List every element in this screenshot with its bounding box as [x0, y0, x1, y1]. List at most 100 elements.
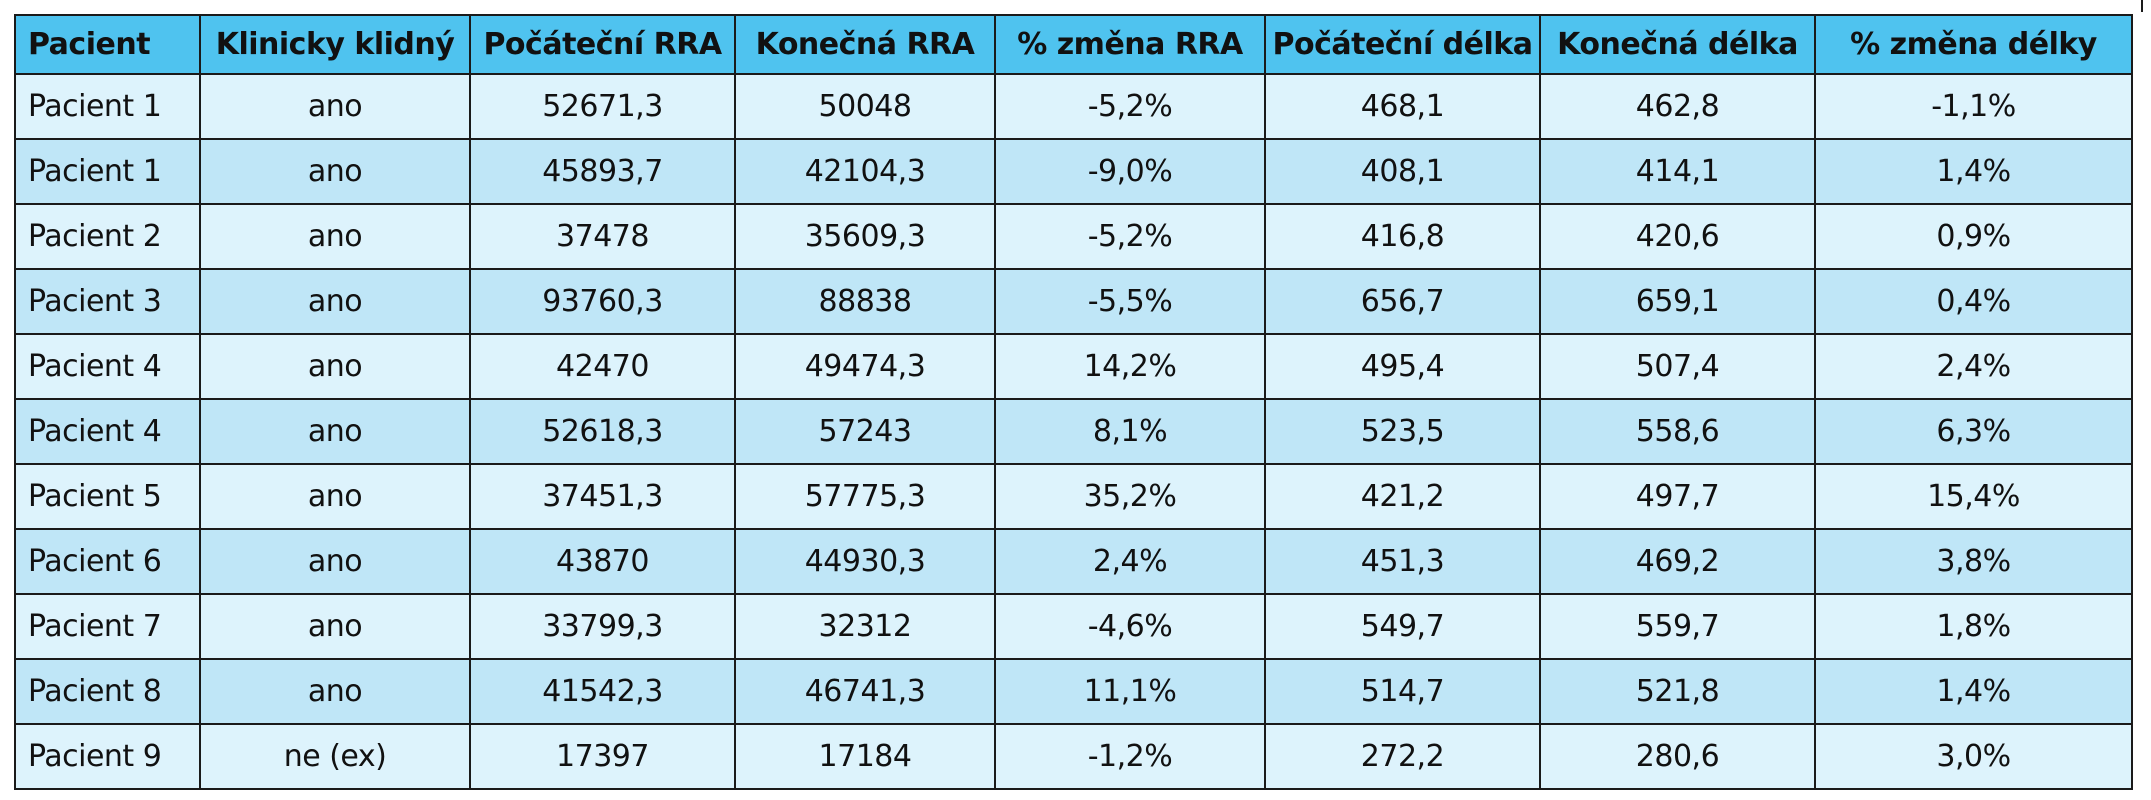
header-pacient: Pacient [14, 14, 201, 75]
cell-konecna-rra: 42104,3 [734, 138, 996, 205]
table-row: Pacient 9 ne (ex) 17397 17184 -1,2% 272,2 280,… [14, 723, 2133, 790]
cell-zmena-rra: -5,2% [994, 203, 1266, 270]
cell-pacient: Pacient 1 [14, 138, 201, 205]
cell-konecna-rra: 49474,3 [734, 333, 996, 400]
cell-zmena-delky: 0,9% [1814, 203, 2133, 270]
cell-zmena-rra: -1,2% [994, 723, 1266, 790]
cell-konecna-delka: 507,4 [1539, 333, 1816, 400]
cell-pocatecni-delka: 421,2 [1264, 463, 1541, 530]
cell-pocatecni-rra: 43870 [469, 528, 736, 595]
cell-klinicky-klidny: ano [199, 593, 471, 660]
cell-pocatecni-delka: 468,1 [1264, 73, 1541, 140]
table-row: Pacient 2 ano 37478 35609,3 -5,2% 416,8 420,6 0… [14, 203, 2133, 270]
cell-zmena-delky: 1,4% [1814, 138, 2133, 205]
cell-zmena-rra: 8,1% [994, 398, 1266, 465]
cell-pocatecni-delka: 451,3 [1264, 528, 1541, 595]
corner-tick-mark [2141, 0, 2143, 12]
cell-klinicky-klidny: ano [199, 73, 471, 140]
cell-klinicky-klidny: ano [199, 463, 471, 530]
cell-zmena-rra: -4,6% [994, 593, 1266, 660]
cell-pocatecni-rra: 42470 [469, 333, 736, 400]
table-row: Pacient 3 ano 93760,3 88838 -5,5% 656,7 659,1 0… [14, 268, 2133, 335]
cell-pocatecni-delka: 656,7 [1264, 268, 1541, 335]
table-row: Pacient 4 ano 42470 49474,3 14,2% 495,4 507,4 2… [14, 333, 2133, 400]
header-zmena-rra: % změna RRA [994, 14, 1266, 75]
table-row: Pacient 1 ano 52671,3 50048 -5,2% 468,1 462,8-… [14, 73, 2133, 140]
cell-klinicky-klidny: ne (ex) [199, 723, 471, 790]
cell-zmena-rra: -9,0% [994, 138, 1266, 205]
cell-konecna-delka: 659,1 [1539, 268, 1816, 335]
table-row: Pacient 1 ano 45893,7 42104,3 -9,0% 408,1 414,… [14, 138, 2133, 205]
cell-klinicky-klidny: ano [199, 398, 471, 465]
cell-klinicky-klidny: ano [199, 528, 471, 595]
cell-konecna-rra: 32312 [734, 593, 996, 660]
cell-zmena-delky: -1,1% [1814, 73, 2133, 140]
cell-pacient: Pacient 1 [14, 73, 201, 140]
cell-pacient: Pacient 6 [14, 528, 201, 595]
cell-konecna-rra: 46741,3 [734, 658, 996, 725]
cell-klinicky-klidny: ano [199, 138, 471, 205]
cell-konecna-delka: 462,8 [1539, 73, 1816, 140]
cell-pocatecni-delka: 523,5 [1264, 398, 1541, 465]
cell-zmena-rra: 35,2% [994, 463, 1266, 530]
cell-konecna-delka: 558,6 [1539, 398, 1816, 465]
table-body: Pacient 1 ano 52671,3 50048 -5,2% 468,1 462,8-… [14, 73, 2133, 790]
cell-zmena-rra: -5,5% [994, 268, 1266, 335]
cell-zmena-rra: -5,2% [994, 73, 1266, 140]
cell-pacient: Pacient 4 [14, 333, 201, 400]
table-row: Pacient 7 ano 33799,3 32312 -4,6% 549,7 559,7 1… [14, 593, 2133, 660]
cell-zmena-delky: 1,4% [1814, 658, 2133, 725]
results-table: Pacient Klinicky klidný Počáteční RRA Ko… [14, 14, 2133, 790]
cell-pocatecni-rra: 41542,3 [469, 658, 736, 725]
cell-pocatecni-delka: 416,8 [1264, 203, 1541, 270]
header-klinicky-klidny: Klinicky klidný [199, 14, 471, 75]
cell-klinicky-klidny: ano [199, 203, 471, 270]
table-row: Pacient 8 ano 41542,3 46741,3 11,1% 514,7 521,… [14, 658, 2133, 725]
cell-pocatecni-rra: 52618,3 [469, 398, 736, 465]
cell-pacient: Pacient 2 [14, 203, 201, 270]
cell-pocatecni-rra: 17397 [469, 723, 736, 790]
cell-pocatecni-delka: 514,7 [1264, 658, 1541, 725]
cell-zmena-delky: 1,8% [1814, 593, 2133, 660]
cell-zmena-delky: 6,3% [1814, 398, 2133, 465]
header-konecna-rra: Konečná RRA [734, 14, 996, 75]
cell-zmena-rra: 14,2% [994, 333, 1266, 400]
cell-pocatecni-rra: 33799,3 [469, 593, 736, 660]
header-konecna-delka: Konečná délka [1539, 14, 1816, 75]
table-row: Pacient 6 ano 43870 44930,3 2,4% 451,3 469,2 3,… [14, 528, 2133, 595]
cell-zmena-rra: 2,4% [994, 528, 1266, 595]
table-header-row: Pacient Klinicky klidný Počáteční RRA Ko… [14, 14, 2133, 75]
cell-pacient: Pacient 3 [14, 268, 201, 335]
cell-pocatecni-rra: 52671,3 [469, 73, 736, 140]
cell-klinicky-klidny: ano [199, 333, 471, 400]
cell-pocatecni-rra: 37451,3 [469, 463, 736, 530]
cell-pocatecni-rra: 93760,3 [469, 268, 736, 335]
cell-klinicky-klidny: ano [199, 268, 471, 335]
cell-zmena-delky: 3,8% [1814, 528, 2133, 595]
cell-konecna-delka: 521,8 [1539, 658, 1816, 725]
cell-konecna-delka: 420,6 [1539, 203, 1816, 270]
header-pocatecni-delka: Počáteční délka [1264, 14, 1541, 75]
cell-konecna-delka: 497,7 [1539, 463, 1816, 530]
cell-pacient: Pacient 8 [14, 658, 201, 725]
cell-konecna-rra: 17184 [734, 723, 996, 790]
cell-klinicky-klidny: ano [199, 658, 471, 725]
cell-pocatecni-delka: 408,1 [1264, 138, 1541, 205]
cell-konecna-rra: 88838 [734, 268, 996, 335]
cell-pocatecni-delka: 495,4 [1264, 333, 1541, 400]
table-row: Pacient 5 ano 37451,3 57775,3 35,2% 421,2 497,… [14, 463, 2133, 530]
cell-pocatecni-rra: 37478 [469, 203, 736, 270]
cell-konecna-delka: 414,1 [1539, 138, 1816, 205]
cell-konecna-rra: 50048 [734, 73, 996, 140]
cell-zmena-rra: 11,1% [994, 658, 1266, 725]
cell-zmena-delky: 3,0% [1814, 723, 2133, 790]
table-row: Pacient 4 ano 52618,3 57243 8,1% 523,5 558,6 6,… [14, 398, 2133, 465]
cell-pacient: Pacient 4 [14, 398, 201, 465]
cell-pocatecni-delka: 272,2 [1264, 723, 1541, 790]
cell-konecna-delka: 280,6 [1539, 723, 1816, 790]
cell-zmena-delky: 15,4% [1814, 463, 2133, 530]
cell-konecna-rra: 35609,3 [734, 203, 996, 270]
cell-konecna-rra: 57243 [734, 398, 996, 465]
header-pocatecni-rra: Počáteční RRA [469, 14, 736, 75]
cell-konecna-rra: 44930,3 [734, 528, 996, 595]
